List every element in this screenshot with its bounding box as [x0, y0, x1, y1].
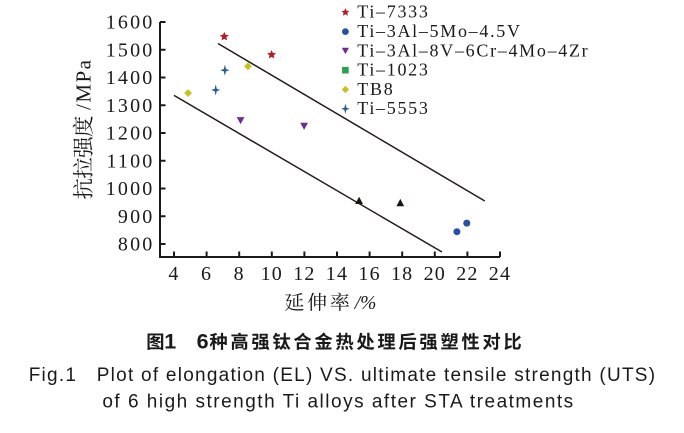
svg-text:22: 22 [456, 263, 478, 285]
svg-text:Ti–5553: Ti–5553 [357, 98, 429, 118]
svg-text:6: 6 [201, 263, 212, 285]
svg-text:900: 900 [118, 206, 155, 228]
svg-text:1400: 1400 [106, 67, 155, 89]
svg-text:1500: 1500 [106, 39, 155, 61]
svg-text:TB8: TB8 [357, 79, 394, 99]
svg-text:10: 10 [261, 263, 283, 285]
svg-text:800: 800 [118, 234, 155, 256]
svg-text:20: 20 [424, 263, 446, 285]
svg-text:14: 14 [326, 263, 348, 285]
svg-text:1100: 1100 [106, 150, 154, 172]
svg-text:16: 16 [358, 263, 380, 285]
svg-text:Ti–3Al–8V–6Cr–4Mo–4Zr: Ti–3Al–8V–6Cr–4Mo–4Zr [357, 40, 589, 60]
svg-text:Ti–3Al–5Mo–4.5V: Ti–3Al–5Mo–4.5V [357, 21, 521, 41]
svg-text:1: 1 [164, 329, 176, 353]
svg-text:18: 18 [391, 263, 413, 285]
svg-text:1300: 1300 [106, 95, 155, 117]
svg-text:Ti–7333: Ti–7333 [357, 2, 429, 22]
svg-text:Fig.1 Plot of elongation (EL: Fig.1 Plot of elongation (EL) VS. ultima… [29, 365, 657, 386]
svg-text:24: 24 [489, 263, 511, 285]
svg-text:1600: 1600 [106, 12, 155, 34]
svg-text:8: 8 [234, 263, 245, 285]
svg-text:/MPa: /MPa [72, 58, 96, 110]
svg-text:1000: 1000 [106, 178, 155, 200]
svg-text:Ti–1023: Ti–1023 [357, 60, 429, 80]
svg-text:of 6 high strength Ti alloys a: of 6 high strength Ti alloys after STA t… [102, 392, 574, 413]
svg-text:6: 6 [197, 329, 209, 353]
svg-text:1200: 1200 [106, 123, 155, 145]
svg-text:/%: /% [354, 293, 377, 314]
svg-text:12: 12 [293, 263, 315, 285]
svg-text:4: 4 [168, 263, 179, 285]
